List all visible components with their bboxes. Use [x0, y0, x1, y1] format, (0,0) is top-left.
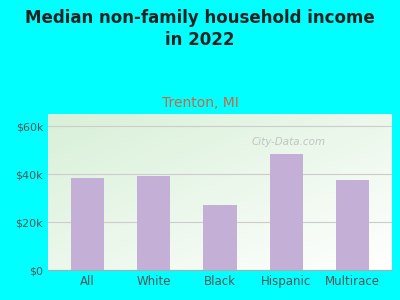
- Bar: [137, 176, 170, 270]
- Bar: [270, 154, 303, 270]
- Bar: [71, 178, 104, 270]
- Bar: [336, 180, 369, 270]
- Bar: [204, 205, 236, 270]
- Text: Trenton, MI: Trenton, MI: [162, 96, 238, 110]
- Text: Median non-family household income
in 2022: Median non-family household income in 20…: [25, 9, 375, 49]
- Text: City-Data.com: City-Data.com: [252, 137, 326, 147]
